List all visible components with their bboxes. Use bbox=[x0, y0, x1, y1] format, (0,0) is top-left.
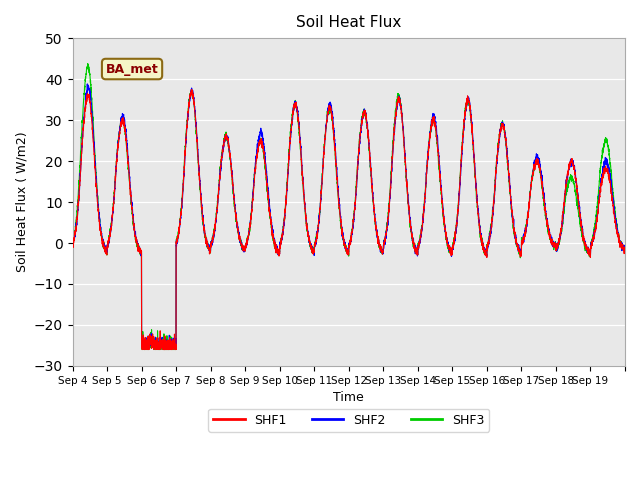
SHF1 bbox=[188, 87, 195, 93]
Title: Soil Heat Flux: Soil Heat Flux bbox=[296, 15, 401, 30]
SHF2 bbox=[500, 128, 508, 133]
SHF2 bbox=[542, 208, 550, 214]
Y-axis label: Soil Heat Flux ( W/m2): Soil Heat Flux ( W/m2) bbox=[15, 132, 28, 272]
SHF2 bbox=[528, 176, 536, 182]
SHF3 bbox=[84, 60, 92, 66]
SHF3 bbox=[500, 129, 508, 134]
X-axis label: Time: Time bbox=[333, 391, 364, 404]
SHF2 bbox=[399, 124, 407, 130]
SHF3 bbox=[184, 119, 191, 124]
SHF2 bbox=[83, 81, 91, 87]
SHF1 bbox=[500, 127, 508, 133]
SHF3 bbox=[542, 214, 550, 220]
SHF3 bbox=[68, 240, 76, 246]
SHF1 bbox=[621, 245, 629, 251]
SHF1 bbox=[138, 347, 146, 352]
SHF1 bbox=[528, 176, 536, 181]
SHF3 bbox=[399, 125, 407, 131]
SHF2 bbox=[68, 244, 76, 250]
Line: SHF3: SHF3 bbox=[72, 63, 625, 349]
Text: BA_met: BA_met bbox=[106, 62, 159, 75]
Legend: SHF1, SHF2, SHF3: SHF1, SHF2, SHF3 bbox=[209, 409, 489, 432]
Line: SHF2: SHF2 bbox=[72, 84, 625, 346]
SHF3 bbox=[528, 176, 536, 182]
SHF1 bbox=[369, 198, 377, 204]
SHF3 bbox=[621, 247, 629, 253]
SHF1 bbox=[183, 119, 191, 125]
SHF2 bbox=[621, 249, 629, 254]
SHF3 bbox=[138, 347, 146, 352]
SHF1 bbox=[68, 245, 76, 251]
SHF2 bbox=[184, 120, 191, 126]
SHF3 bbox=[369, 202, 377, 207]
SHF1 bbox=[542, 212, 550, 217]
SHF2 bbox=[138, 343, 145, 348]
Line: SHF1: SHF1 bbox=[72, 90, 625, 349]
SHF2 bbox=[369, 200, 377, 205]
SHF1 bbox=[399, 127, 407, 132]
